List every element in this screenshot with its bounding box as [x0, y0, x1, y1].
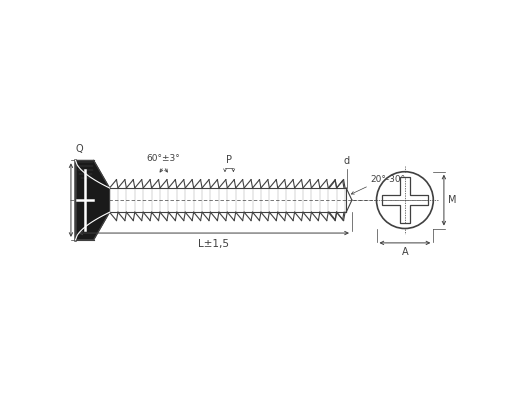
Text: P: P: [226, 154, 232, 164]
Text: L±1,5: L±1,5: [198, 239, 229, 249]
Text: 20°-30°: 20°-30°: [370, 175, 405, 184]
Text: 60°±3°: 60°±3°: [147, 154, 181, 163]
Text: d: d: [344, 156, 350, 166]
Text: M: M: [448, 195, 456, 205]
Polygon shape: [75, 160, 110, 240]
Text: Q: Q: [75, 144, 83, 154]
Text: A: A: [402, 248, 408, 258]
